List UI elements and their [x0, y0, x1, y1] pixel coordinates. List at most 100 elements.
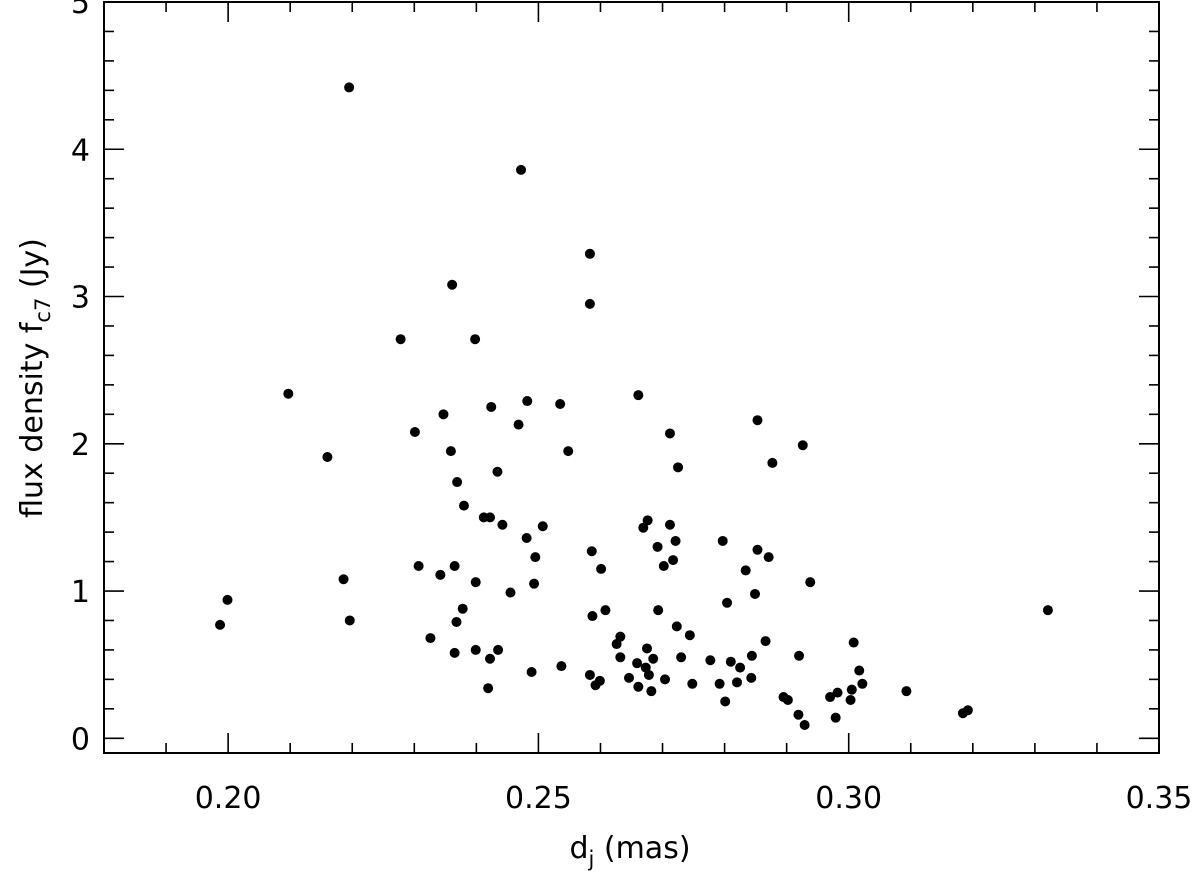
data-point — [556, 661, 567, 672]
data-point — [846, 684, 857, 695]
data-point — [425, 633, 436, 644]
y-axis-title: flux density fc7 (Jy) — [15, 238, 55, 518]
data-point — [746, 650, 757, 661]
data-point — [901, 686, 912, 697]
data-point — [449, 560, 460, 571]
data-point — [825, 692, 836, 703]
data-point — [714, 678, 725, 689]
data-point — [633, 390, 644, 401]
x-tick-label: 0.25 — [505, 781, 572, 816]
data-point — [522, 396, 533, 407]
data-point — [513, 419, 524, 430]
data-point — [521, 533, 532, 544]
data-point — [470, 644, 481, 655]
y-tick-label: 3 — [71, 281, 90, 316]
data-point — [633, 681, 644, 692]
data-point — [782, 694, 793, 705]
data-point — [485, 512, 496, 523]
data-point — [642, 515, 653, 526]
data-point — [529, 578, 540, 589]
data-point — [447, 279, 458, 290]
data-point — [483, 683, 494, 694]
y-axis-title-rest: (Jy) — [15, 238, 50, 298]
plot-frame — [103, 1, 1160, 754]
data-point — [658, 560, 669, 571]
data-point — [590, 680, 601, 691]
data-point — [717, 535, 728, 546]
data-point — [615, 631, 626, 642]
data-point — [752, 415, 763, 426]
data-point — [584, 248, 595, 259]
y-axis-title-main: flux density f — [15, 321, 50, 518]
data-point — [857, 678, 868, 689]
x-tick-label: 0.35 — [1126, 781, 1193, 816]
data-point — [615, 652, 626, 663]
x-axis-title: dj (mas) — [569, 831, 690, 871]
data-point — [830, 712, 841, 723]
data-point — [848, 637, 859, 648]
data-point — [457, 603, 468, 614]
data-point — [705, 655, 716, 666]
data-point — [638, 522, 649, 533]
data-point — [611, 639, 622, 650]
data-point — [584, 298, 595, 309]
data-point — [537, 521, 548, 532]
axis-ticks — [104, 1, 1160, 753]
data-point — [344, 615, 355, 626]
data-point — [684, 630, 695, 641]
data-point — [793, 709, 804, 720]
data-points — [215, 82, 1053, 731]
y-tick-label: 5 — [71, 0, 90, 21]
data-point — [470, 334, 481, 345]
data-point — [338, 574, 349, 585]
data-point — [676, 652, 687, 663]
data-point — [752, 544, 763, 555]
data-point — [648, 653, 659, 664]
data-point — [493, 644, 504, 655]
data-point — [642, 643, 653, 654]
data-point — [470, 577, 481, 588]
data-point — [653, 605, 664, 616]
data-point — [794, 650, 805, 661]
data-point — [732, 677, 742, 688]
data-point — [664, 519, 675, 530]
data-point — [670, 535, 681, 546]
data-point — [760, 636, 771, 647]
data-point — [799, 720, 810, 731]
data-point — [596, 563, 607, 574]
y-tick-label: 2 — [71, 428, 90, 463]
data-point — [283, 388, 294, 399]
data-point — [344, 82, 355, 93]
data-point — [435, 569, 446, 580]
data-point — [805, 577, 816, 588]
data-point — [452, 477, 463, 488]
data-point — [1042, 605, 1053, 616]
data-point — [584, 669, 595, 680]
data-point — [492, 466, 503, 477]
x-tick-label: 0.30 — [815, 781, 882, 816]
data-point — [516, 164, 527, 175]
data-point — [485, 653, 496, 664]
y-axis-title-sub: c7 — [31, 298, 55, 323]
data-point — [725, 656, 736, 667]
data-point — [797, 440, 808, 451]
data-point — [643, 669, 654, 680]
data-point — [735, 662, 746, 673]
data-point — [687, 678, 698, 689]
data-point — [749, 588, 760, 599]
data-point — [767, 457, 778, 468]
data-point — [445, 446, 456, 457]
data-point — [845, 694, 856, 705]
x-axis-title-rest: (mas) — [594, 831, 690, 866]
data-point — [720, 696, 731, 707]
data-point — [586, 546, 597, 557]
x-axis-title-main: d — [569, 831, 588, 866]
data-point — [671, 621, 682, 632]
data-point — [652, 541, 663, 552]
axis-tick-labels: 0.20 0.25 0.30 0.35 0 1 2 3 4 5 — [71, 0, 1192, 816]
data-point — [600, 605, 611, 616]
data-point — [740, 565, 751, 576]
data-point — [395, 334, 406, 345]
data-point — [409, 426, 420, 437]
